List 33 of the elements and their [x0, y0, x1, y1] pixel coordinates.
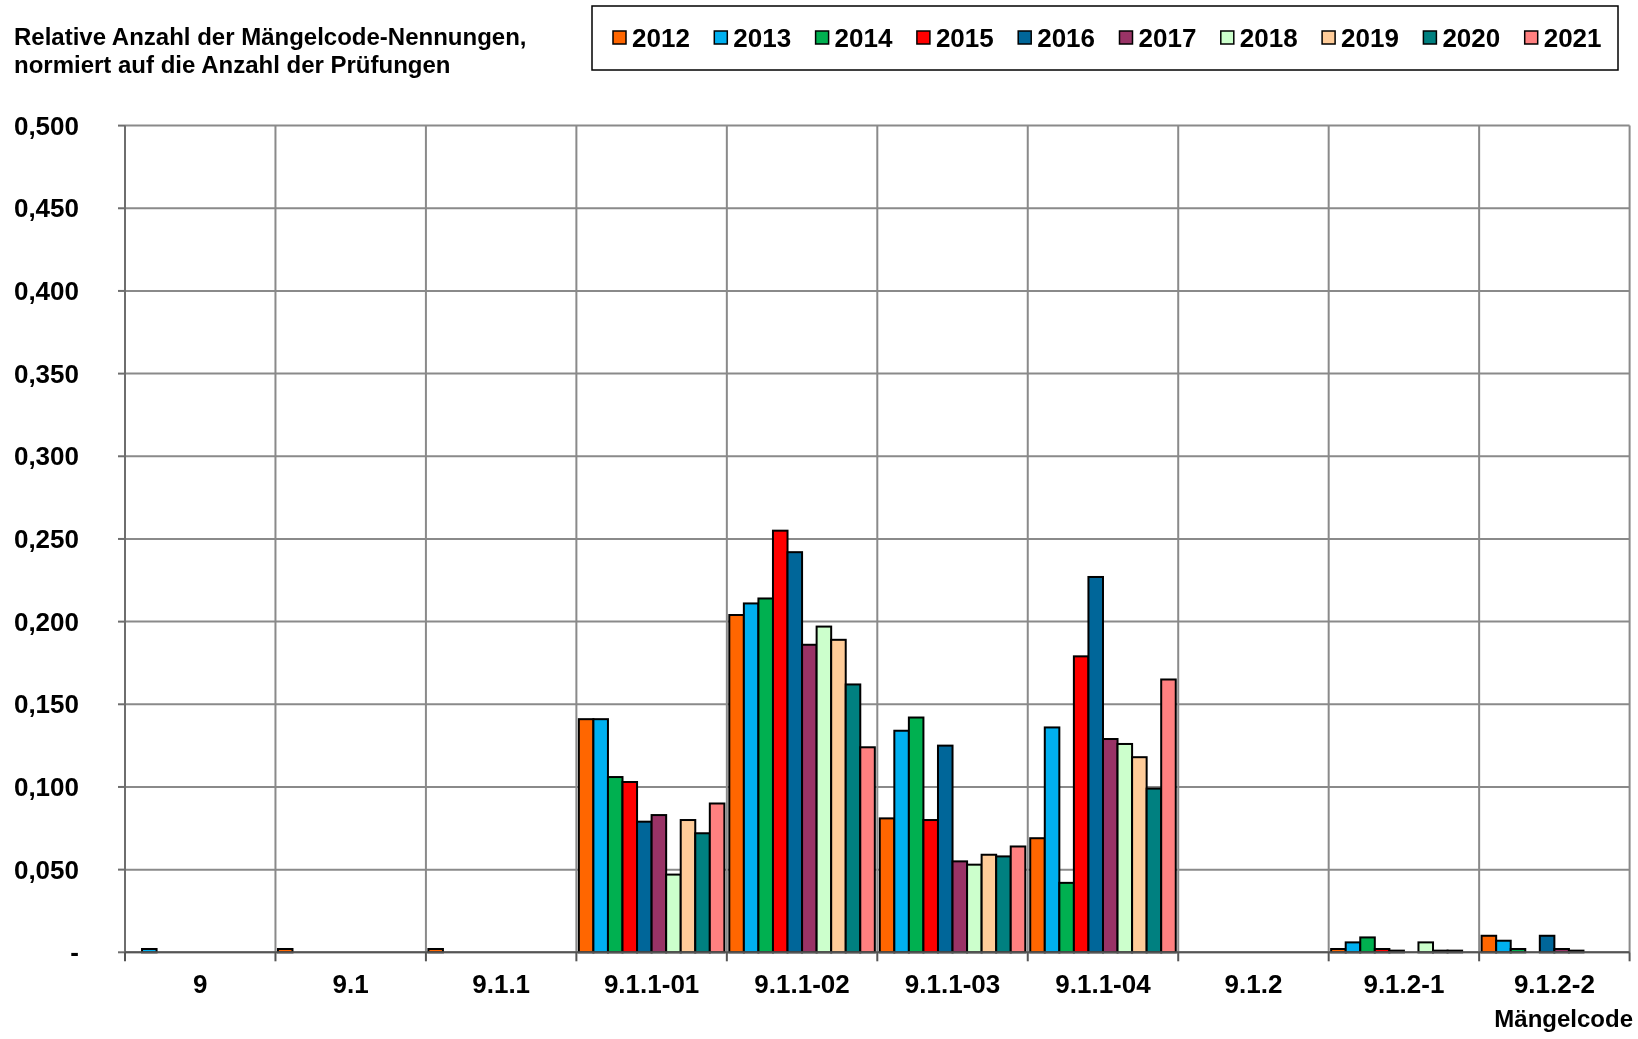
y-tick-label: 0,450 [13, 193, 79, 224]
legend-label: 2019 [1341, 23, 1399, 53]
x-tick-label: 9.1.1-01 [603, 969, 700, 999]
y-tick-label: 0,350 [13, 358, 79, 389]
y-axis-title: Relative Anzahl der Mängelcode-Nennungen, normiert auf die Anzahl der Prüfungen [14, 23, 527, 78]
legend-label: 2016 [1037, 23, 1096, 53]
x-tick-label: 9.1.1-02 [754, 969, 850, 999]
x-tick-label: 9.1.1-04 [1055, 969, 1152, 999]
y-tick-label: 0,500 [13, 110, 79, 141]
legend-label: 2021 [1543, 23, 1602, 53]
x-tick-label: 9.1.2 [1224, 969, 1283, 999]
x-tick-label: 9.1.1-03 [904, 969, 1001, 999]
x-tick-label: 9 [193, 969, 208, 999]
x-tick-label: 9.1.2-1 [1363, 969, 1445, 999]
legend-label: 2012 [632, 23, 690, 53]
y-tick-label: 0,200 [13, 606, 79, 637]
legend-label: 2018 [1239, 23, 1298, 53]
legend-label: 2014 [834, 23, 893, 53]
x-axis-title: Mängelcode [1494, 1005, 1633, 1032]
legend-label: 2017 [1138, 23, 1197, 53]
legend-label: 2015 [935, 23, 994, 53]
y-tick-label: 0,400 [13, 276, 79, 307]
x-tick-label: 9.1.1 [472, 969, 531, 999]
x-tick-label: 9.1 [332, 969, 369, 999]
x-tick-label: 9.1.2-2 [1513, 969, 1595, 999]
y-tick-label: 0,250 [13, 524, 79, 555]
y-tick-label: 0,100 [13, 772, 79, 803]
y-tick-label: 0,150 [13, 689, 79, 720]
y-tick-label: 0,300 [13, 441, 79, 472]
legend-label: 2013 [733, 23, 792, 53]
legend-label: 2020 [1442, 23, 1501, 53]
y-tick-label: - [70, 937, 79, 968]
y-tick-label: 0,050 [13, 854, 79, 885]
